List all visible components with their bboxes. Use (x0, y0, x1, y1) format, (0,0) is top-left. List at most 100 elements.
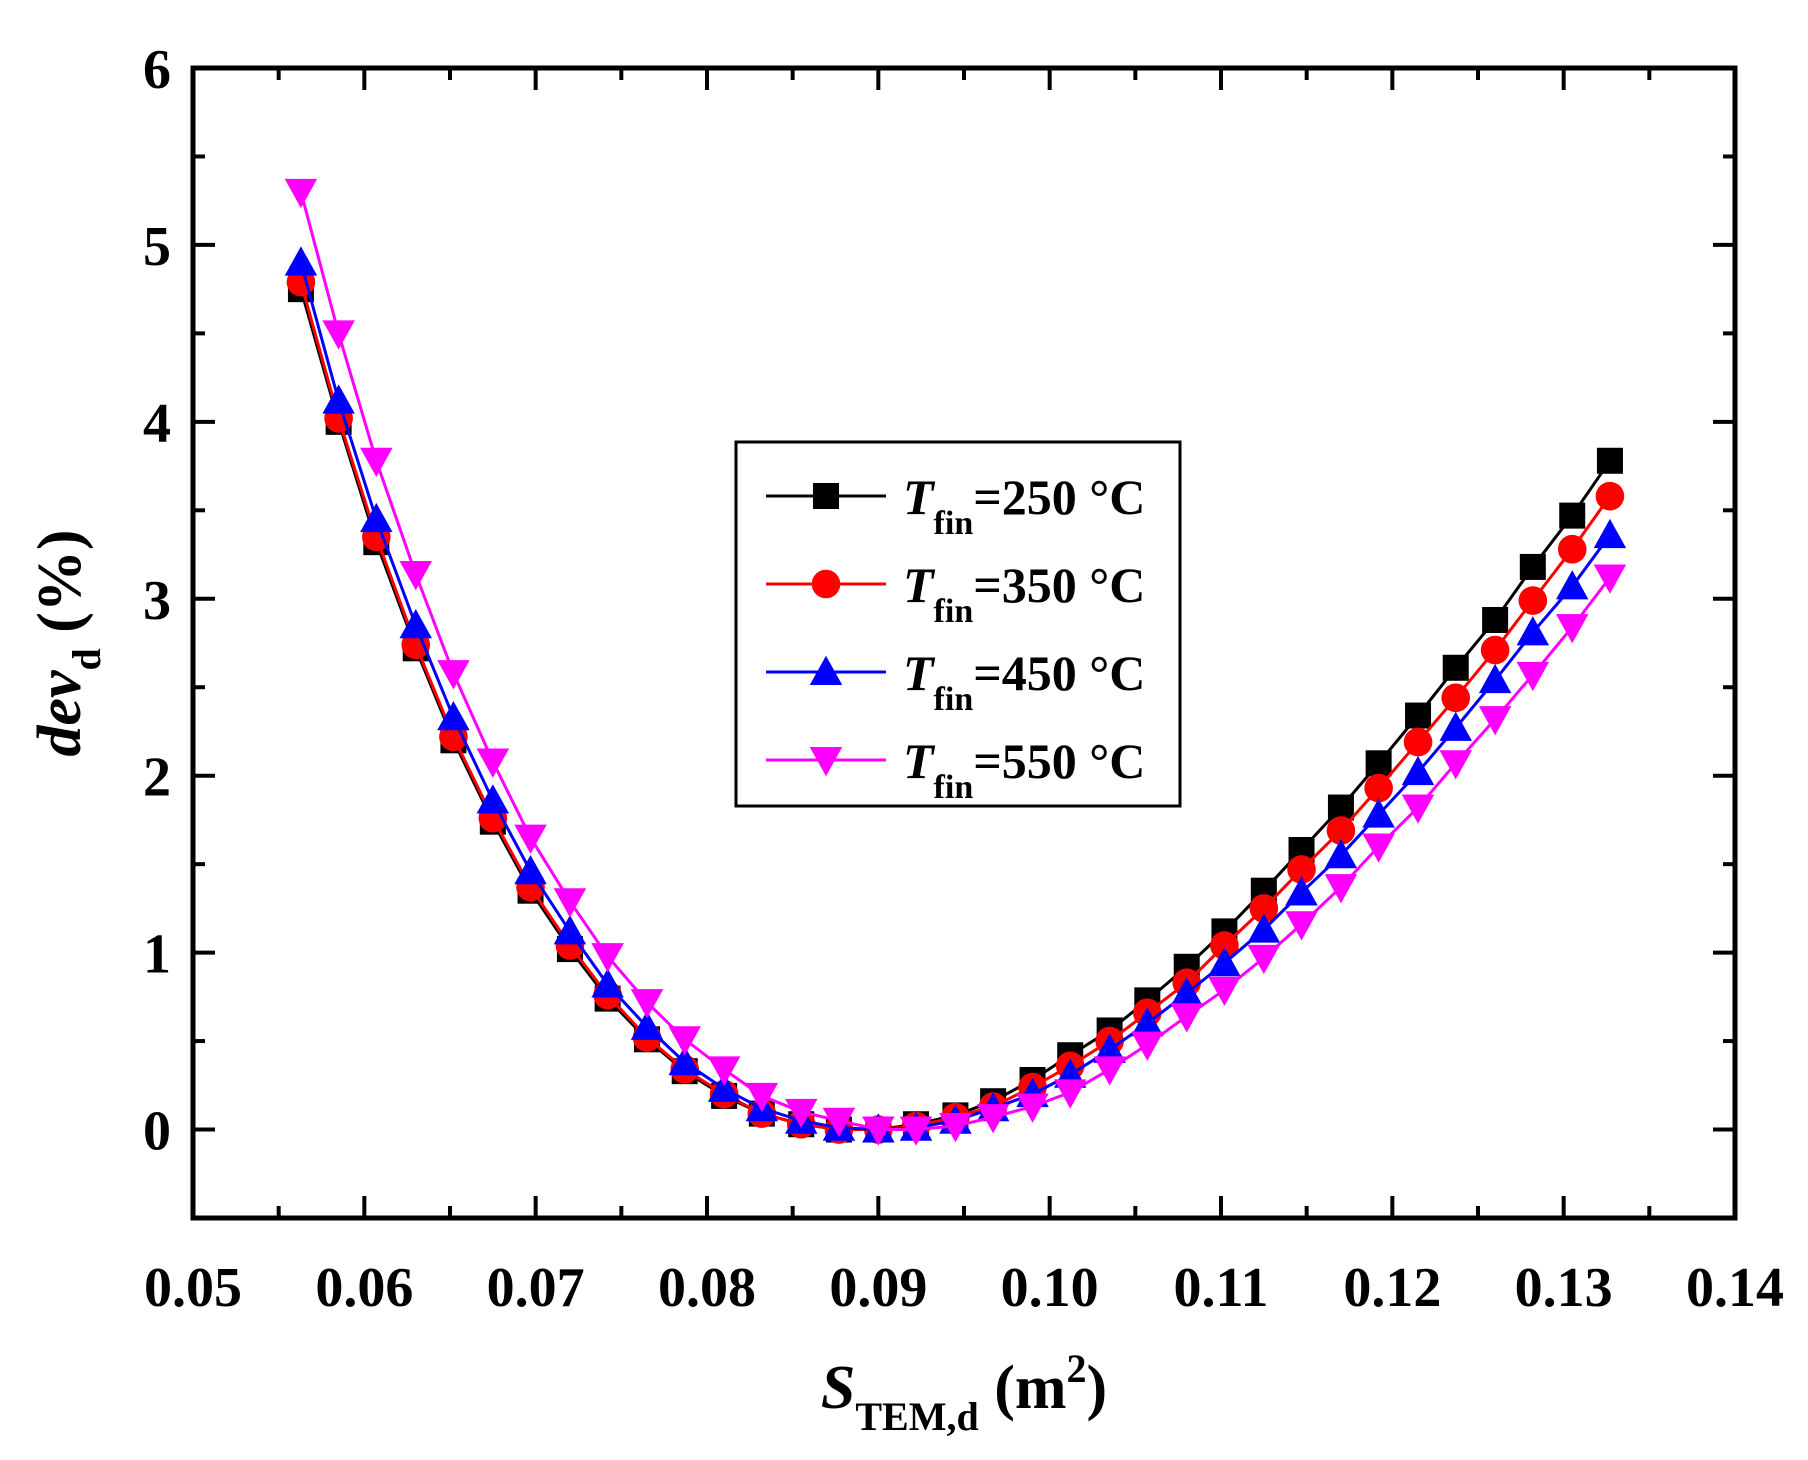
x-tick-label: 0.06 (315, 1257, 413, 1319)
data-point (437, 701, 470, 731)
axes-layer: 0.05 0.06 0.07 0.08 0.09 0.10 0.11 0.12 0.13 0.14… (26, 39, 1784, 1439)
x-tick-label: 0.10 (1001, 1257, 1099, 1319)
data-point (553, 888, 587, 918)
data-point (1170, 977, 1203, 1007)
data-point (1170, 1003, 1203, 1033)
legend-label: Tfin=350 °C (903, 557, 1145, 630)
y-tick-label: 1 (143, 924, 171, 986)
legend-label-main: T (903, 733, 936, 789)
data-point (1442, 654, 1469, 681)
legend-label: Tfin=450 °C (903, 645, 1145, 718)
data-point (1401, 755, 1435, 786)
data-point (1093, 1056, 1126, 1086)
legend-label-main: T (903, 469, 936, 525)
data-point (1326, 816, 1356, 845)
y-tick-label: 2 (143, 747, 171, 809)
legend-label-rest: =350 °C (973, 557, 1145, 613)
legend-label-sub: fin (934, 593, 974, 630)
y-tick-label: 6 (143, 39, 171, 101)
data-point (1208, 976, 1241, 1007)
x-tick-label: 0.13 (1515, 1257, 1613, 1319)
legend-label-rest: =250 °C (973, 469, 1145, 525)
data-point (1593, 564, 1627, 594)
data-point (1401, 794, 1435, 824)
y-axis-title-main: dev (26, 669, 94, 757)
x-axis-title-sub: TEM,d (855, 1394, 978, 1439)
data-point (284, 178, 318, 209)
x-axis-title-main: S (821, 1354, 855, 1422)
x-axis-title-sup: 2 (1066, 1346, 1086, 1391)
data-point (745, 1082, 779, 1113)
data-point (1439, 750, 1472, 780)
data-point (1518, 586, 1548, 615)
data-point (668, 1046, 701, 1076)
data-point (437, 660, 470, 690)
legend-box (734, 440, 1182, 808)
legend-marker (809, 747, 843, 777)
data-point (1327, 794, 1354, 821)
data-point (360, 447, 393, 478)
data-point (1287, 855, 1316, 884)
x-axis-title: STEM,d (m2) (821, 1346, 1107, 1439)
data-point (1249, 894, 1279, 923)
x-tick-label: 0.11 (1174, 1257, 1269, 1319)
x-tick-label: 0.09 (829, 1257, 927, 1319)
data-point (668, 1026, 701, 1056)
data-point (322, 320, 355, 350)
data-point (1559, 502, 1586, 529)
y-tick-label: 4 (143, 393, 171, 455)
data-point (784, 1098, 818, 1129)
y-axis-title-unit: (%) (26, 529, 94, 648)
y-tick-label: 0 (143, 1101, 171, 1163)
data-point (707, 1056, 741, 1086)
data-point (360, 502, 393, 533)
data-point (1557, 534, 1587, 564)
legend-label-sub: fin (934, 681, 974, 718)
x-tick-label: 0.14 (1686, 1257, 1784, 1319)
data-point (822, 1107, 856, 1137)
data-point (1285, 876, 1318, 906)
data-point (976, 1104, 1010, 1134)
x-tick-label: 0.07 (487, 1257, 585, 1319)
data-point (1478, 706, 1512, 736)
data-point (1478, 663, 1512, 694)
data-point (1516, 616, 1550, 646)
data-point (1516, 661, 1550, 692)
data-point (1439, 711, 1472, 741)
data-point (553, 915, 587, 945)
legend-label-sub: fin (934, 505, 974, 542)
data-point (1324, 839, 1358, 869)
data-point (1482, 607, 1509, 633)
legend-entry: Tfin=250 °C (766, 469, 1145, 542)
legend-entry: Tfin=550 °C (766, 733, 1145, 806)
data-point (1365, 750, 1392, 777)
legend-label-rest: =550 °C (973, 733, 1145, 789)
data-point (1595, 481, 1625, 511)
data-point (1247, 944, 1281, 975)
legend-label-rest: =450 °C (973, 645, 1145, 701)
legend-marker (813, 483, 839, 509)
data-point (1208, 946, 1241, 977)
series-layer (284, 178, 1627, 1146)
data-point (630, 1010, 664, 1040)
legend-entry: Tfin=350 °C (766, 557, 1145, 630)
data-point (1364, 773, 1393, 803)
legend-label-main: T (903, 557, 936, 613)
data-point (1324, 874, 1358, 904)
data-point (899, 1116, 933, 1146)
data-point (476, 748, 510, 778)
data-point (1131, 1007, 1164, 1037)
series-4 (284, 178, 1627, 1146)
x-tick-label: 0.05 (144, 1257, 242, 1319)
legend-entry: Tfin=450 °C (766, 645, 1145, 718)
data-point (322, 384, 355, 414)
data-point (1362, 833, 1395, 863)
data-point (862, 1116, 895, 1146)
legend-label-sub: fin (934, 769, 974, 806)
data-point (514, 824, 547, 854)
data-point (707, 1072, 741, 1102)
legend-marker (811, 569, 841, 599)
x-tick-label: 0.08 (658, 1257, 756, 1319)
data-point (284, 246, 318, 276)
